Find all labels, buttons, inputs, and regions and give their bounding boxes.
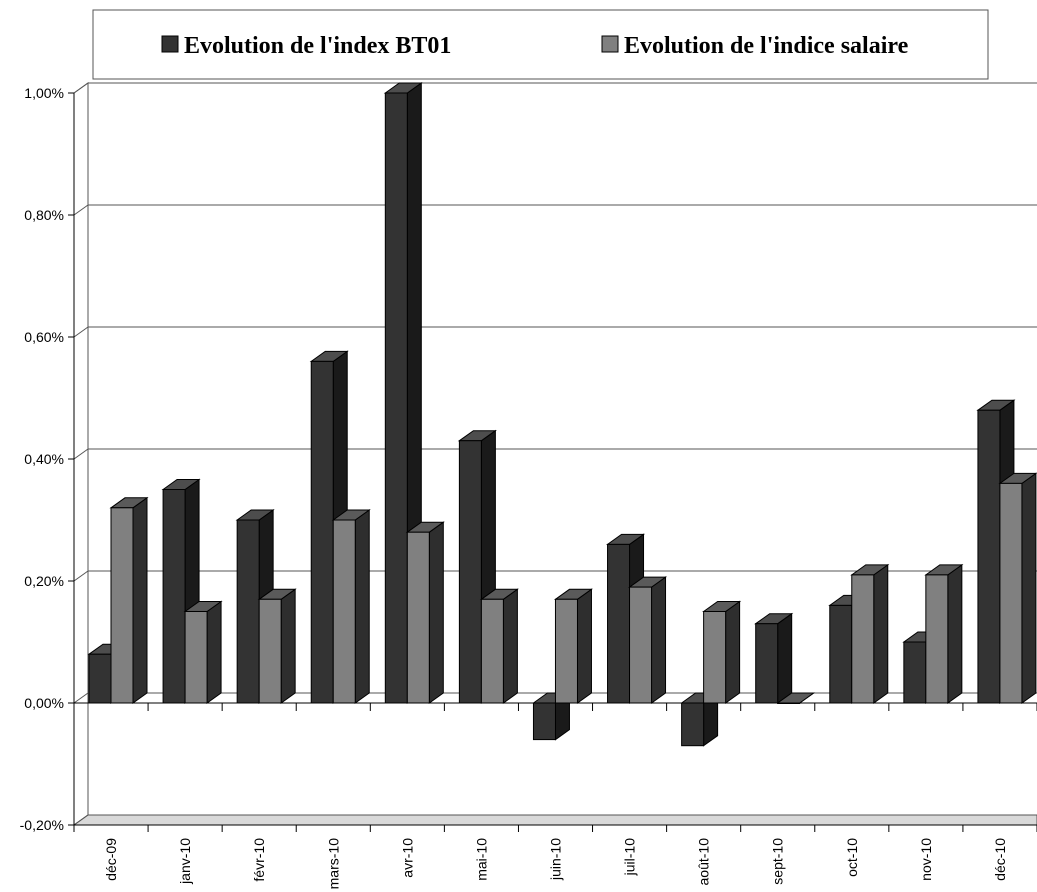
legend-label-salaire: Evolution de l'indice salaire [624,33,909,59]
bar-bt01-front [903,641,927,704]
gridline-diag [73,326,89,338]
bar-salaire [553,588,594,704]
bar-salaire-side [132,496,148,704]
floor [72,814,1037,826]
bar-salaire-side [576,588,592,704]
y-tick-label: 0,20% [24,573,64,589]
bar-salaire-side [354,509,370,704]
legend: Evolution de l'index BT01 Evolution de l… [92,9,989,80]
x-tick-label: déc-10 [992,838,1008,881]
bar-salaire-side [502,588,518,704]
bar-bt01-front [88,653,112,704]
legend-swatch-bt01 [161,35,179,53]
x-tick-label: mai-10 [473,838,489,881]
bar-bt01-side [777,612,793,704]
gridline-diag [73,204,89,216]
legend-label-bt01: Evolution de l'index BT01 [184,33,451,59]
bar-salaire [331,509,371,704]
y-tick-label: 1,00% [24,85,64,101]
bar-bt01 [531,692,572,741]
x-tick-label: nov-10 [918,838,934,881]
bar-bt01-front [681,702,705,747]
bar-salaire-front [703,611,727,704]
bar-bt01 [754,612,794,704]
y-tick-label: 0,80% [24,207,64,223]
bar-bt01-front [384,92,408,704]
bar-bt01-front [977,409,1001,704]
x-tick-label: sept-10 [770,838,786,885]
bar-salaire [405,521,445,704]
bar-salaire-side [873,563,889,704]
bar-salaire-front [925,574,949,704]
bars [87,82,1037,747]
bar-salaire [850,563,890,704]
bar-salaire [627,576,668,704]
x-tick-label: avr-10 [399,838,415,878]
y-tick-label: 0,00% [24,695,64,711]
bar-salaire [183,600,223,704]
bar-salaire-front [184,611,208,704]
bar-salaire-side [428,521,444,704]
bar-salaire-side [280,588,296,704]
bar-bt01-front [532,702,556,741]
gridline-diag [73,692,89,704]
y-tick-label: -0,20% [20,817,64,833]
bar-bt01-front [162,489,186,704]
bar-salaire [257,588,297,704]
bar-bt01-front [458,440,482,704]
bar-salaire [924,563,964,704]
x-tick-label: juin-10 [548,838,564,881]
y-tick-label: 0,60% [24,329,64,345]
y-tick-label: 0,40% [24,451,64,467]
bar-bt01-front [236,519,260,704]
bar-salaire-front [258,598,282,704]
bar-salaire-front [332,519,356,704]
bar-salaire-front [851,574,875,704]
legend-box [92,9,989,80]
x-axis: déc-09 janv-10 févr-10 mars-10 avr-10 mai-10 j… [73,702,1037,890]
x-tick-label: juil-10 [622,838,638,877]
y-axis: -0,20% 0,00% 0,20% 0,40% 0,60% 0,80% 1,00% [20,85,75,833]
bar-salaire-front [110,507,134,704]
gridline-diag [73,448,89,460]
bar-salaire-side [1021,472,1037,704]
x-tick-label: oct-10 [844,838,860,877]
bar-salaire-front [629,586,653,704]
bar-salaire [998,472,1037,704]
bar-bt01-front [310,360,334,704]
x-tick-label: janv-10 [177,838,193,885]
gridline-diag [73,570,89,582]
bar-salaire-front [554,598,578,704]
bar-bt01-front [755,623,779,704]
legend-swatch-salaire [601,35,619,53]
bar-salaire [109,496,149,704]
bar-salaire-front [480,598,504,704]
x-tick-label: mars-10 [325,838,341,890]
x-tick-label: août-10 [696,838,712,886]
bar-bt01-front [607,543,631,704]
bar-salaire-front [999,482,1023,704]
bar-salaire-front [406,531,430,704]
bar-salaire-side [947,563,963,704]
bar-salaire [479,588,519,704]
bar-salaire [702,600,742,704]
x-tick-label: févr-10 [251,838,267,882]
gridline-diag [73,82,89,94]
bar-bt01-front [829,604,853,704]
gridline-diag [73,814,89,826]
bar-salaire-side [206,600,222,704]
bar-salaire-side [725,600,741,704]
bar-salaire-side [651,576,667,704]
x-tick-label: déc-09 [103,838,119,881]
